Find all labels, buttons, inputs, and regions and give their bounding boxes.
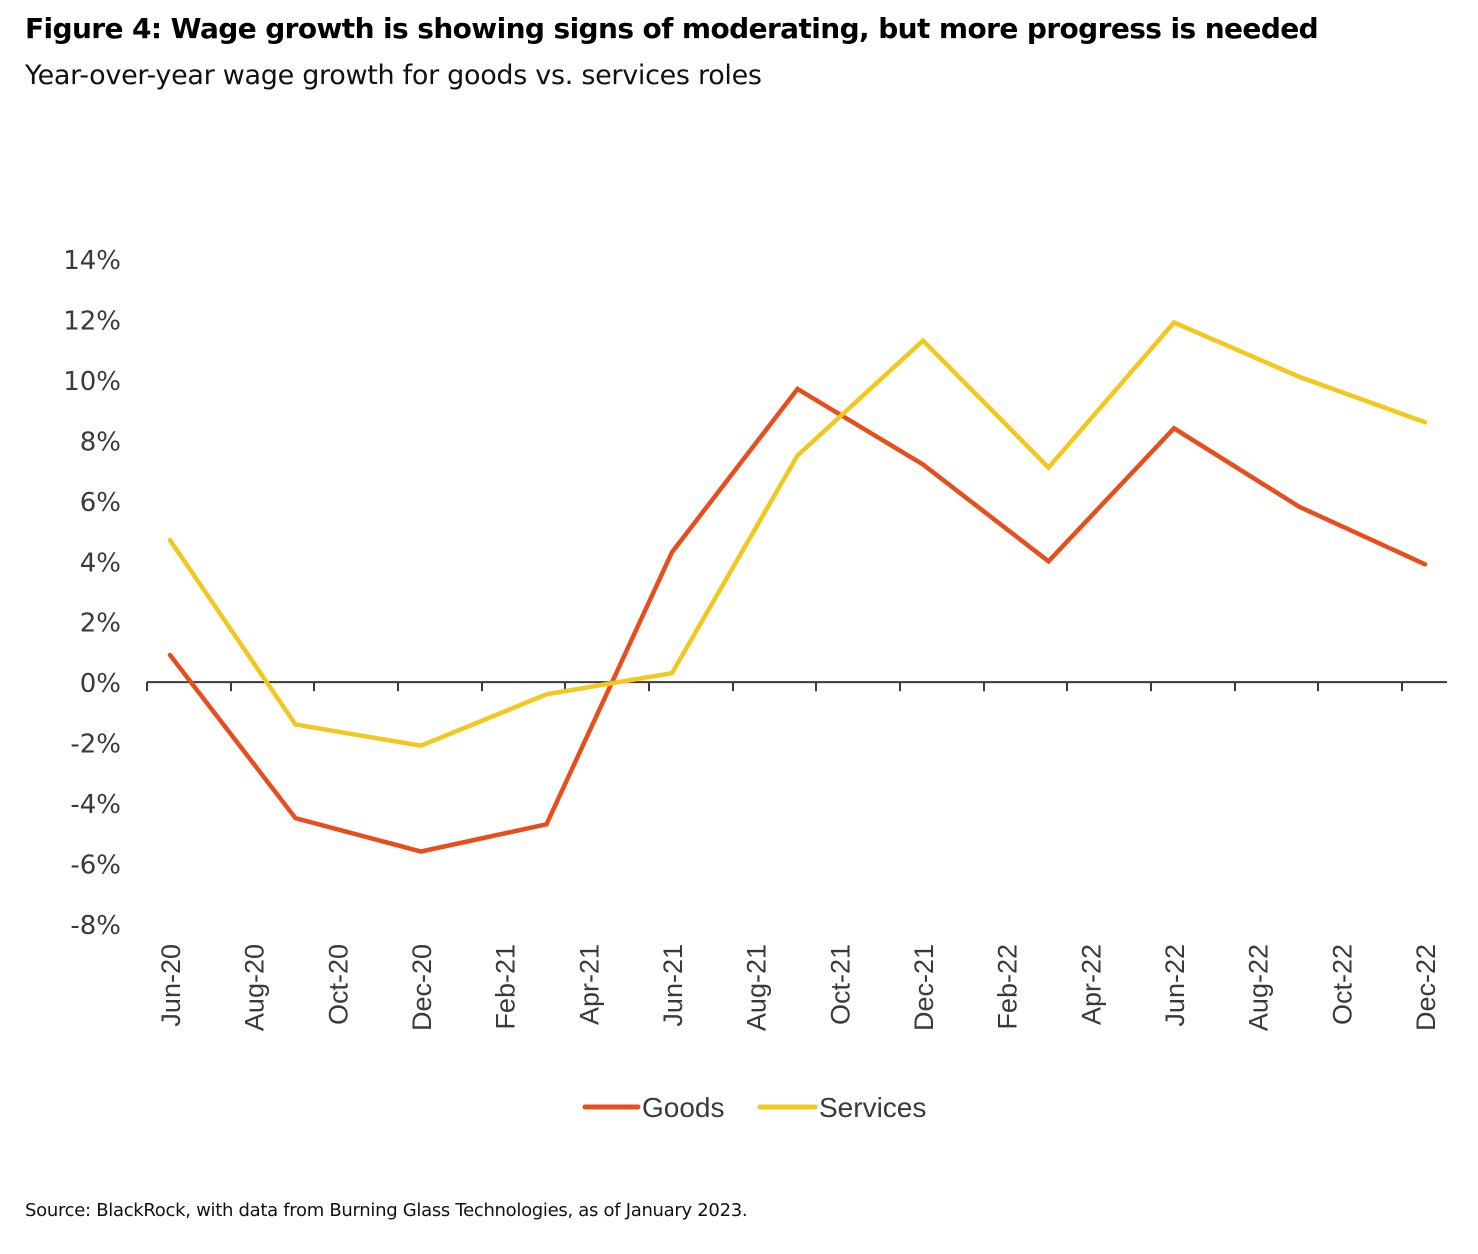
y-tick-label: 0% — [80, 669, 121, 699]
x-tick-label: Aug-21 — [742, 944, 772, 1031]
y-axis-labels: 14% 12% 10% 8% 6% 4% 2% 0% -2% -4% -6% -8% — [63, 246, 121, 941]
series-lines — [167, 319, 1428, 854]
x-tick-label: Jun-20 — [156, 944, 186, 1027]
y-tick-label: -6% — [70, 851, 121, 881]
x-axis-labels: Jun-20 Aug-20 Oct-20 Dec-20 Feb-21 Apr-21 Jun-… — [156, 944, 1441, 1031]
x-tick-label: Aug-22 — [1244, 944, 1274, 1031]
legend-item-goods: Goods — [582, 1092, 725, 1123]
x-tick-label: Dec-20 — [407, 944, 437, 1031]
x-tick-label: Dec-21 — [909, 944, 939, 1031]
legend: Goods Services — [582, 1092, 926, 1123]
y-tick-label: -8% — [70, 911, 121, 941]
x-tick-label: Feb-22 — [993, 944, 1023, 1030]
y-tick-label: 10% — [63, 367, 121, 397]
chart-subtitle: Year-over-year wage growth for goods vs.… — [25, 60, 762, 91]
y-tick-label: -4% — [70, 790, 121, 820]
x-tick-label: Aug-20 — [240, 944, 270, 1031]
x-axis — [146, 681, 1447, 692]
x-tick-label: Oct-21 — [825, 944, 855, 1025]
x-tick-label: Feb-21 — [491, 944, 521, 1030]
x-tick-label: Apr-22 — [1076, 944, 1106, 1025]
legend-label: Goods — [642, 1092, 725, 1123]
y-tick-label: 12% — [63, 306, 121, 336]
y-tick-label: 4% — [80, 548, 121, 578]
y-tick-label: 2% — [80, 609, 121, 639]
y-tick-label: 6% — [80, 488, 121, 518]
y-tick-label: 14% — [63, 246, 121, 276]
x-tick-label: Jun-22 — [1160, 944, 1190, 1027]
y-tick-label: 8% — [80, 427, 121, 457]
x-tick-label: Apr-21 — [574, 944, 604, 1025]
legend-item-services: Services — [757, 1092, 926, 1123]
x-tick-label: Oct-22 — [1327, 944, 1357, 1025]
x-tick-label: Oct-20 — [323, 944, 353, 1025]
y-tick-label: -2% — [70, 730, 121, 760]
legend-label: Services — [819, 1092, 926, 1123]
source-note: Source: BlackRock, with data from Burnin… — [25, 1200, 748, 1221]
x-tick-label: Jun-21 — [658, 944, 688, 1027]
x-tick-label: Dec-22 — [1411, 944, 1441, 1031]
chart-title: Figure 4: Wage growth is showing signs o… — [25, 12, 1319, 45]
